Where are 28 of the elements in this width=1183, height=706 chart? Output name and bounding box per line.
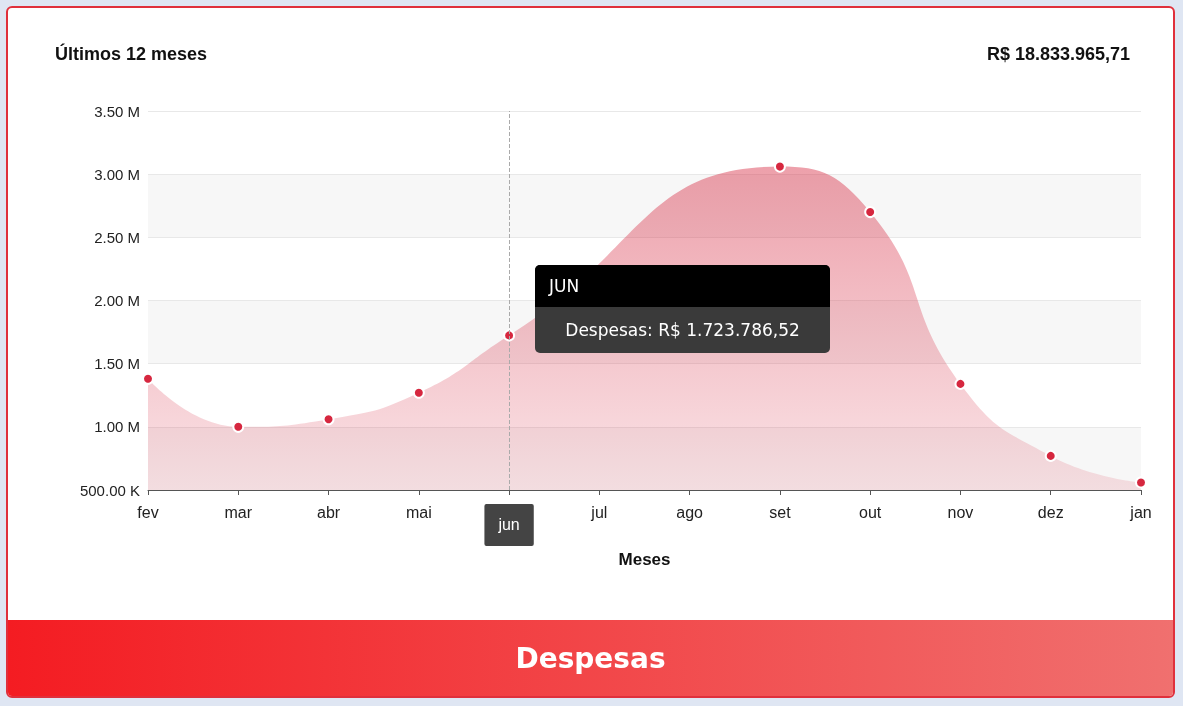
y-tick-label: 2.50 M [94,228,140,246]
y-tick-label: 2.00 M [94,292,140,309]
annotation: Despesas: R$ 1.723.786,52 [564,319,801,343]
x-tick-label: ago [676,503,704,521]
x-tick-label: jul [590,503,608,521]
x-tick-label: out [859,503,882,521]
x-axis-title: Meses [618,549,671,569]
y-tick-label: 3.00 M [94,165,140,183]
tooltip-box: JUN Despesas: R$ 1.723.786,52 [535,265,831,354]
chart-title: Últimos 12 meses [55,43,208,64]
x-tick-label: nov [947,503,974,521]
x-tick-label: jan [1129,503,1152,521]
point [1044,449,1057,462]
annotation: JUN [535,265,831,308]
text: Despesas [8,620,1173,696]
y-tick-label: 1.50 M [94,355,140,373]
x-tick-label: fev [137,503,159,521]
y-tick-label: 500.00 K [79,481,140,499]
x-tick-label: dez [1037,503,1064,521]
x-tick-label: jun [497,515,520,533]
x-tick-label: mar [224,503,253,521]
x-tick-label: set [769,503,792,521]
text: R$ 18.833.965,71 [986,44,1130,64]
y-tick-label: 1.00 M [94,418,140,436]
x-tick-label: abr [316,503,341,521]
y-tick-label: 3.50 M [94,102,140,120]
x-tick-label: mai [405,503,432,521]
point [864,206,877,219]
